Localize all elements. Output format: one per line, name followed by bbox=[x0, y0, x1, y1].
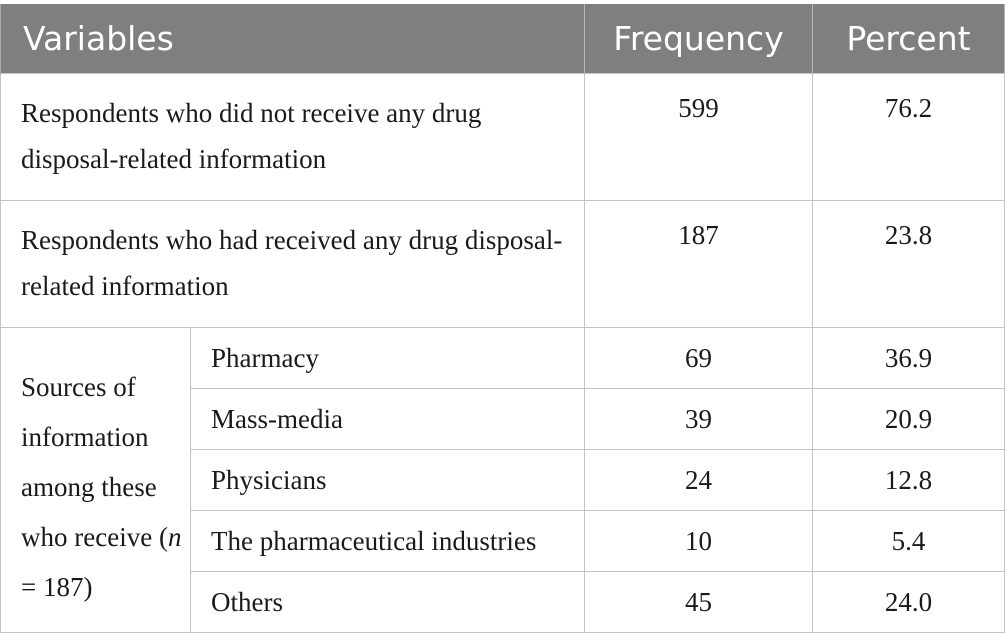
source-percent: 20.9 bbox=[812, 388, 1005, 450]
source-label: Others bbox=[190, 571, 585, 633]
header-variables: Variables bbox=[0, 4, 585, 74]
table-header: Variables Frequency Percent bbox=[0, 4, 1005, 74]
n-symbol: n bbox=[167, 522, 182, 552]
table-row: Mass-media 39 20.9 bbox=[1, 388, 1005, 450]
header-percent: Percent bbox=[812, 4, 1005, 74]
source-percent: 24.0 bbox=[812, 571, 1005, 633]
row-label: Respondents who had received any drug di… bbox=[0, 200, 585, 328]
table-row: Respondents who had received any drug di… bbox=[0, 200, 1005, 328]
source-frequency: 39 bbox=[584, 388, 813, 450]
source-label: The pharmaceutical industries bbox=[190, 510, 585, 572]
source-label: Mass-media bbox=[190, 388, 585, 450]
table-row: Sources of information among these who r… bbox=[0, 327, 1005, 633]
row-percent: 23.8 bbox=[812, 200, 1005, 328]
source-label: Pharmacy bbox=[190, 327, 585, 389]
source-label: Physicians bbox=[190, 449, 585, 511]
source-frequency: 45 bbox=[584, 571, 813, 633]
header-frequency: Frequency bbox=[584, 4, 813, 74]
table-row: Respondents who did not receive any drug… bbox=[0, 73, 1005, 201]
source-percent: 5.4 bbox=[812, 510, 1005, 572]
row-percent: 76.2 bbox=[812, 73, 1005, 201]
table-body: Respondents who did not receive any drug… bbox=[0, 73, 1005, 633]
sources-group-text: Sources of information among these who r… bbox=[21, 372, 157, 552]
sources-group-label: Sources of information among these who r… bbox=[0, 327, 191, 633]
row-frequency: 187 bbox=[584, 200, 813, 328]
header-row: Variables Frequency Percent bbox=[0, 4, 1005, 74]
source-frequency: 10 bbox=[584, 510, 813, 572]
row-frequency: 599 bbox=[584, 73, 813, 201]
n-value: = 187) bbox=[21, 572, 93, 602]
row-label: Respondents who did not receive any drug… bbox=[0, 73, 585, 201]
source-percent: 36.9 bbox=[812, 327, 1005, 389]
data-table: Variables Frequency Percent Respondents … bbox=[0, 4, 1005, 633]
source-frequency: 24 bbox=[584, 449, 813, 511]
source-percent: 12.8 bbox=[812, 449, 1005, 511]
source-frequency: 69 bbox=[584, 327, 813, 389]
